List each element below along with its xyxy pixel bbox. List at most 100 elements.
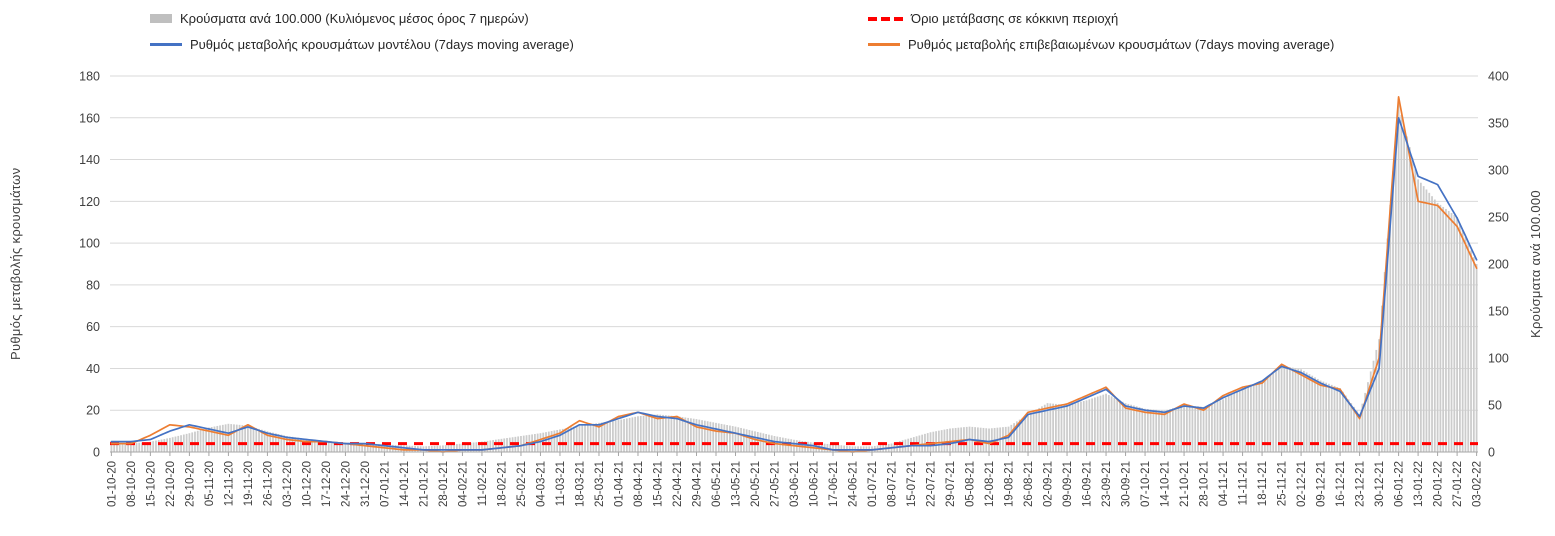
svg-text:08-04-21: 08-04-21 xyxy=(633,461,645,507)
svg-text:11-02-21: 11-02-21 xyxy=(477,461,489,506)
x-axis-labels: 01-10-20 08-10-20 15-10-20 22-10-20 29-10-20… xyxy=(106,452,1484,507)
svg-text:150: 150 xyxy=(1488,305,1509,319)
svg-text:05-11-20: 05-11-20 xyxy=(204,461,216,506)
svg-text:80: 80 xyxy=(86,278,100,292)
svg-text:180: 180 xyxy=(79,70,100,84)
svg-text:18-03-21: 18-03-21 xyxy=(574,461,586,507)
svg-text:12-11-20: 12-11-20 xyxy=(223,461,235,506)
svg-text:200: 200 xyxy=(1488,258,1509,272)
svg-text:02-09-21: 02-09-21 xyxy=(1043,461,1055,507)
svg-text:15-04-21: 15-04-21 xyxy=(652,461,664,507)
svg-text:10-12-20: 10-12-20 xyxy=(301,461,313,507)
svg-text:04-11-21: 04-11-21 xyxy=(1218,461,1230,506)
svg-text:25-03-21: 25-03-21 xyxy=(594,461,606,507)
svg-text:15-10-20: 15-10-20 xyxy=(145,461,157,507)
svg-text:23-12-21: 23-12-21 xyxy=(1355,461,1367,507)
bar-series-swatch-icon xyxy=(150,14,172,23)
svg-text:19-11-20: 19-11-20 xyxy=(243,461,255,506)
svg-text:0: 0 xyxy=(93,446,100,460)
svg-text:05-08-21: 05-08-21 xyxy=(965,461,977,507)
svg-text:17-12-20: 17-12-20 xyxy=(321,461,333,507)
svg-text:01-04-21: 01-04-21 xyxy=(613,461,625,507)
svg-text:400: 400 xyxy=(1488,70,1509,84)
svg-text:27-05-21: 27-05-21 xyxy=(769,461,781,507)
model-line-swatch-icon xyxy=(150,43,182,46)
svg-text:03-12-20: 03-12-20 xyxy=(282,461,294,507)
svg-text:28-01-21: 28-01-21 xyxy=(438,461,450,507)
gridlines xyxy=(110,75,1478,453)
legend-item-confirmed-rate: Ρυθμός μεταβολής επιβεβαιωμένων κρουσμάτ… xyxy=(868,38,1334,51)
svg-text:22-07-21: 22-07-21 xyxy=(926,461,938,507)
svg-text:02-12-21: 02-12-21 xyxy=(1296,461,1308,507)
svg-text:250: 250 xyxy=(1488,211,1509,225)
svg-text:16-12-21: 16-12-21 xyxy=(1335,461,1347,507)
svg-text:160: 160 xyxy=(79,111,100,125)
svg-text:350: 350 xyxy=(1488,117,1509,131)
svg-text:24-06-21: 24-06-21 xyxy=(848,461,860,507)
legend-label-red-zone-threshold: Όριο μετάβασης σε κόκκινη περιοχή xyxy=(911,11,1119,26)
svg-text:300: 300 xyxy=(1488,164,1509,178)
svg-text:0: 0 xyxy=(1488,446,1495,460)
svg-text:26-11-20: 26-11-20 xyxy=(262,461,274,506)
svg-text:19-08-21: 19-08-21 xyxy=(1004,461,1016,507)
svg-text:18-11-21: 18-11-21 xyxy=(1257,461,1269,506)
svg-text:03-02-22: 03-02-22 xyxy=(1472,461,1484,507)
svg-text:31-12-20: 31-12-20 xyxy=(360,461,372,507)
svg-text:20-05-21: 20-05-21 xyxy=(750,461,762,507)
model-rate-line xyxy=(110,116,1478,451)
svg-text:29-07-21: 29-07-21 xyxy=(945,461,957,507)
confirmed-line-swatch-icon xyxy=(868,43,900,46)
svg-text:04-03-21: 04-03-21 xyxy=(535,461,547,507)
svg-text:15-07-21: 15-07-21 xyxy=(906,461,918,507)
confirmed-rate-line xyxy=(110,96,1478,453)
svg-text:01-10-20: 01-10-20 xyxy=(106,461,118,507)
svg-text:06-05-21: 06-05-21 xyxy=(711,461,723,507)
svg-text:07-10-21: 07-10-21 xyxy=(1140,461,1152,507)
svg-text:08-07-21: 08-07-21 xyxy=(887,461,899,507)
svg-text:60: 60 xyxy=(86,320,100,334)
svg-text:16-09-21: 16-09-21 xyxy=(1082,461,1094,507)
svg-text:23-09-21: 23-09-21 xyxy=(1101,461,1113,507)
bars-series xyxy=(110,104,1478,453)
svg-text:09-09-21: 09-09-21 xyxy=(1062,461,1074,507)
svg-text:17-06-21: 17-06-21 xyxy=(828,461,840,507)
svg-text:07-01-21: 07-01-21 xyxy=(379,461,391,507)
svg-text:22-10-20: 22-10-20 xyxy=(165,461,177,507)
svg-text:01-07-21: 01-07-21 xyxy=(867,461,879,507)
svg-text:28-10-21: 28-10-21 xyxy=(1199,461,1211,507)
svg-text:04-02-21: 04-02-21 xyxy=(457,461,469,507)
svg-text:27-01-22: 27-01-22 xyxy=(1452,461,1464,507)
svg-text:22-04-21: 22-04-21 xyxy=(672,461,684,507)
legend-item-red-zone-threshold: Όριο μετάβασης σε κόκκινη περιοχή xyxy=(868,12,1118,25)
svg-text:25-02-21: 25-02-21 xyxy=(516,461,528,507)
svg-text:24-12-20: 24-12-20 xyxy=(340,461,352,507)
svg-text:03-06-21: 03-06-21 xyxy=(789,461,801,507)
legend-item-model-rate: Ρυθμός μεταβολής κρουσμάτων μοντέλου (7d… xyxy=(150,38,574,51)
svg-text:18-02-21: 18-02-21 xyxy=(496,461,508,507)
svg-text:120: 120 xyxy=(79,195,100,209)
svg-text:100: 100 xyxy=(79,237,100,251)
legend-label-model-rate: Ρυθμός μεταβολής κρουσμάτων μοντέλου (7d… xyxy=(190,37,574,52)
legend-item-cases-per-100k: Κρούσματα ανά 100.000 (Κυλιόμενος μέσος … xyxy=(150,12,529,25)
legend-label-confirmed-rate: Ρυθμός μεταβολής επιβεβαιωμένων κρουσμάτ… xyxy=(908,37,1335,52)
svg-text:09-12-21: 09-12-21 xyxy=(1316,461,1328,507)
svg-text:30-12-21: 30-12-21 xyxy=(1374,461,1386,507)
svg-text:21-10-21: 21-10-21 xyxy=(1179,461,1191,507)
svg-text:29-04-21: 29-04-21 xyxy=(691,461,703,507)
svg-text:08-10-20: 08-10-20 xyxy=(126,461,138,507)
svg-text:11-11-21: 11-11-21 xyxy=(1238,461,1250,505)
svg-text:50: 50 xyxy=(1488,399,1502,413)
svg-text:100: 100 xyxy=(1488,352,1509,366)
svg-text:20: 20 xyxy=(86,404,100,418)
svg-text:29-10-20: 29-10-20 xyxy=(184,461,196,507)
svg-text:13-05-21: 13-05-21 xyxy=(730,461,742,507)
svg-text:30-09-21: 30-09-21 xyxy=(1121,461,1133,507)
svg-text:140: 140 xyxy=(79,153,100,167)
axes: 0 20 40 60 80 100 120 140 160 180 0 50 100 150 200 250 3… xyxy=(79,70,1509,460)
svg-text:40: 40 xyxy=(86,362,100,376)
svg-text:21-01-21: 21-01-21 xyxy=(418,461,430,507)
line-series xyxy=(110,96,1478,453)
legend-label-cases-per-100k: Κρούσματα ανά 100.000 (Κυλιόμενος μέσος … xyxy=(180,11,529,26)
threshold-dash-swatch-icon xyxy=(868,16,903,21)
